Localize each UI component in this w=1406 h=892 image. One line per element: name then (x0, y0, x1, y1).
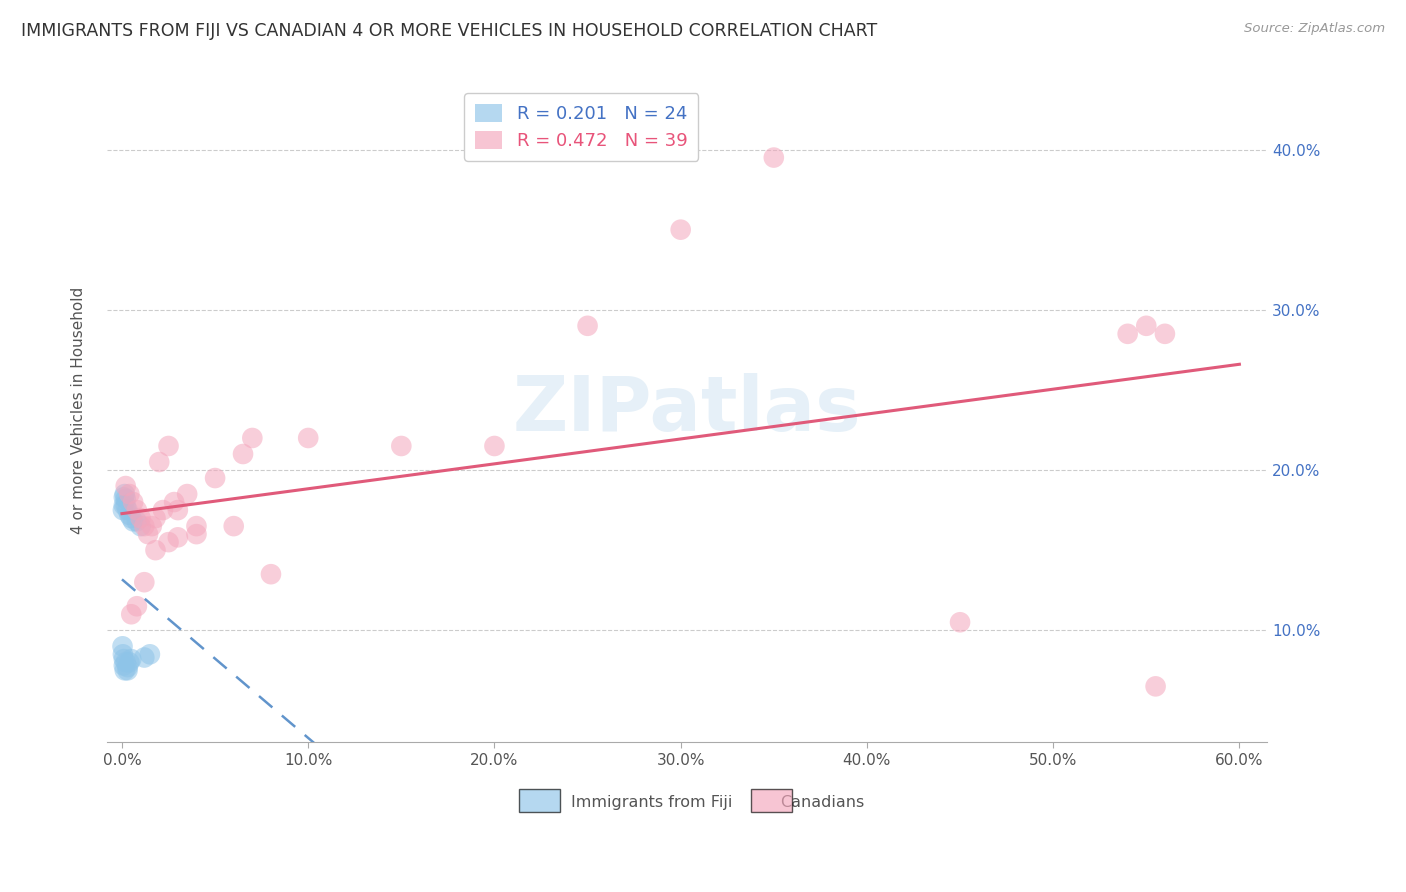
Text: IMMIGRANTS FROM FIJI VS CANADIAN 4 OR MORE VEHICLES IN HOUSEHOLD CORRELATION CHA: IMMIGRANTS FROM FIJI VS CANADIAN 4 OR MO… (21, 22, 877, 40)
Point (576, 318, 599, 333)
Point (112, 490, 135, 504)
Text: Source: ZipAtlas.com: Source: ZipAtlas.com (1244, 22, 1385, 36)
Point (111, 640, 134, 654)
Point (114, 656, 136, 670)
Point (120, 652, 142, 666)
Point (232, 447, 254, 461)
Point (949, 615, 972, 630)
Point (118, 508, 141, 522)
Point (136, 527, 159, 541)
Point (1135, 318, 1157, 333)
Y-axis label: 4 or more Vehicles in Household: 4 or more Vehicles in Household (72, 286, 86, 533)
Point (117, 503, 139, 517)
Point (152, 503, 174, 517)
Point (125, 503, 148, 517)
Text: ZIPatlas: ZIPatlas (513, 373, 862, 447)
Point (141, 519, 163, 533)
Point (134, 575, 156, 590)
Point (134, 650, 156, 665)
Point (163, 495, 186, 509)
Point (145, 543, 167, 558)
Point (117, 663, 139, 677)
Point (120, 511, 142, 525)
Point (129, 511, 152, 525)
Point (762, 151, 785, 165)
Point (1144, 679, 1167, 693)
Point (148, 455, 170, 469)
Point (260, 567, 283, 582)
Point (114, 663, 136, 677)
Text: Canadians: Canadians (780, 795, 865, 810)
Point (1154, 326, 1177, 341)
Point (125, 599, 148, 614)
Point (122, 495, 145, 509)
Point (1116, 326, 1139, 341)
Point (111, 503, 134, 517)
Legend: R = 0.201   N = 24, R = 0.472   N = 39: R = 0.201 N = 24, R = 0.472 N = 39 (464, 93, 699, 161)
Point (186, 527, 208, 541)
Point (669, 222, 692, 236)
Point (139, 648, 162, 662)
Point (176, 487, 198, 501)
Point (111, 648, 134, 662)
Point (484, 439, 506, 453)
Point (117, 660, 139, 674)
Point (120, 607, 142, 622)
Point (122, 514, 145, 528)
Point (166, 530, 188, 544)
Point (145, 511, 167, 525)
Text: Immigrants from Fiji: Immigrants from Fiji (571, 795, 733, 810)
Point (118, 487, 141, 501)
Point (157, 535, 180, 549)
Point (129, 519, 152, 533)
Point (114, 498, 136, 512)
Point (186, 519, 208, 533)
Point (157, 439, 180, 453)
Point (297, 431, 319, 445)
Point (112, 652, 135, 666)
Point (166, 503, 188, 517)
Point (118, 656, 141, 670)
Point (114, 479, 136, 493)
Point (134, 519, 156, 533)
Point (389, 439, 412, 453)
FancyBboxPatch shape (751, 789, 792, 813)
Point (222, 519, 245, 533)
Point (112, 658, 135, 673)
Point (240, 431, 263, 445)
Point (125, 514, 148, 528)
Point (204, 471, 226, 485)
Point (112, 498, 135, 512)
FancyBboxPatch shape (519, 789, 560, 813)
Point (114, 491, 136, 506)
Point (114, 487, 136, 501)
